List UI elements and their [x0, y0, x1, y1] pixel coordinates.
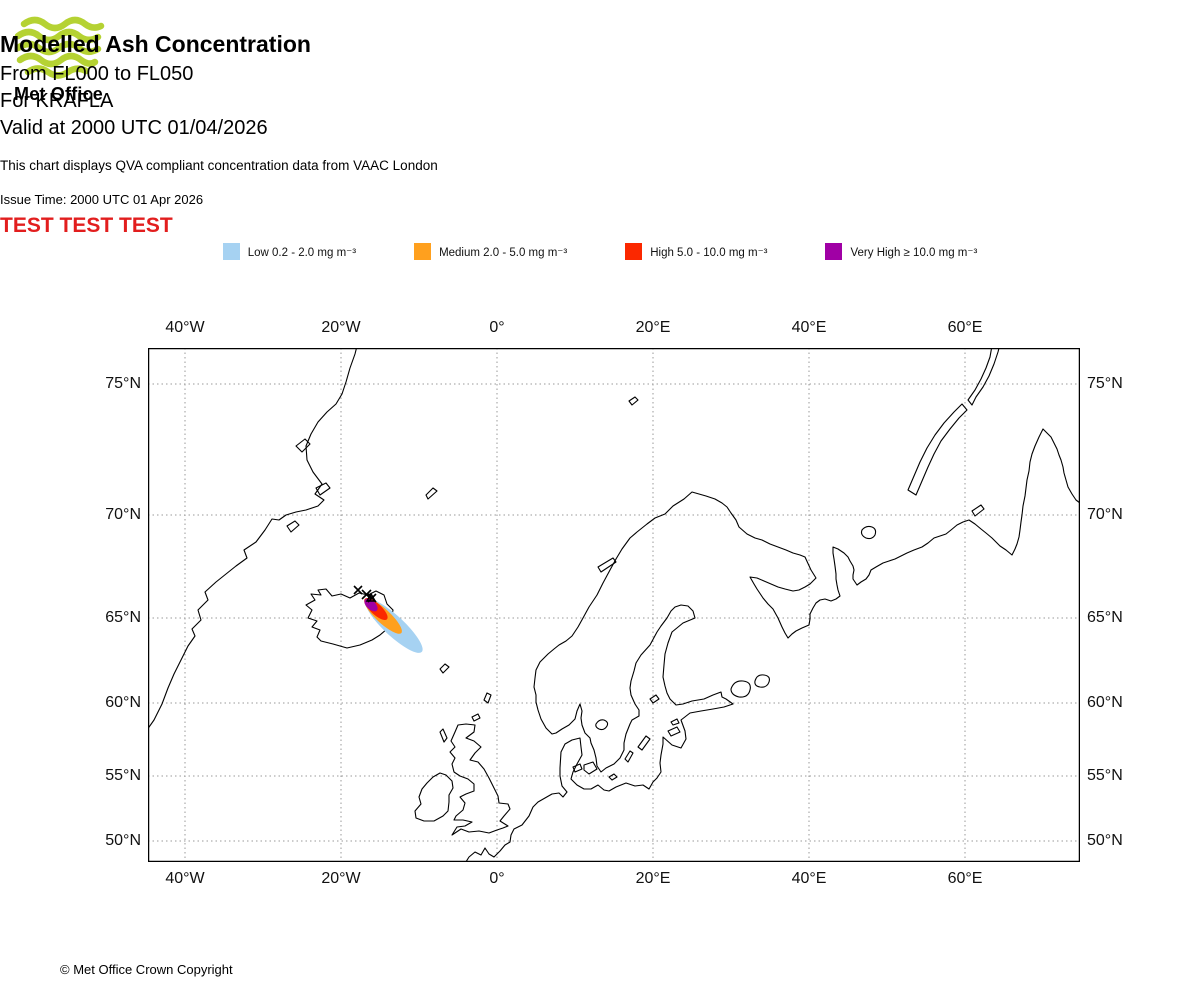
greenland-islands	[286, 438, 331, 533]
ash-plume-very-high	[364, 598, 378, 612]
coastlines	[148, 348, 1080, 862]
lon-tick-label-top: 60°E	[947, 319, 983, 336]
lat-tick-label-right: 50°N	[1087, 832, 1123, 849]
ash-plume	[364, 598, 423, 653]
met-office-logo: Met Office	[14, 16, 124, 105]
lon-tick-label-top: 40°W	[165, 319, 205, 336]
lat-tick-label-left: 60°N	[105, 694, 141, 711]
lat-tick-label-right: 75°N	[1087, 375, 1123, 392]
lofoten-islands	[597, 557, 617, 573]
met-office-waves-icon	[14, 16, 105, 79]
estonian-islands	[667, 718, 681, 737]
legend-item: High 5.0 - 10.0 mg m⁻³	[625, 243, 767, 260]
subtitle-flight-levels: From FL000 to FL050	[0, 63, 194, 85]
aland-islands	[649, 694, 660, 704]
legend-label: High 5.0 - 10.0 mg m⁻³	[650, 246, 768, 259]
lon-tick-label-top: 20°E	[635, 319, 671, 336]
map-frame	[148, 348, 1080, 862]
subtitle-valid-time: Valid at 2000 UTC 01/04/2026	[0, 117, 268, 139]
lon-tick-label-bottom: 40°E	[791, 870, 827, 887]
page-title: Modelled Ash Concentration	[0, 31, 311, 57]
legend-swatch	[625, 243, 643, 260]
lon-tick-label-bottom: 20°W	[321, 870, 361, 887]
lat-tick-label-right: 70°N	[1087, 506, 1123, 523]
danish-islands	[572, 761, 598, 775]
lon-tick-label-top: 20°W	[321, 319, 361, 336]
legend: Low 0.2 - 2.0 mg m⁻³ Medium 2.0 - 5.0 mg …	[0, 243, 1200, 260]
legend-label: Very High ≥ 10.0 mg m⁻³	[850, 246, 978, 259]
lat-tick-label-right: 55°N	[1087, 767, 1123, 784]
orkney-island	[471, 713, 481, 722]
subtitle-volcano: For KRAFLA	[0, 90, 114, 112]
copyright-notice: © Met Office Crown Copyright	[60, 962, 233, 977]
lat-tick-label-left: 55°N	[105, 767, 141, 784]
map	[148, 348, 1080, 862]
map-canvas	[148, 348, 1080, 862]
faroe-islands	[439, 663, 450, 674]
lat-tick-label-left: 50°N	[105, 832, 141, 849]
met-office-wordmark: Met Office	[14, 84, 104, 104]
graticule	[148, 348, 1080, 862]
iceland-coast	[305, 588, 394, 649]
legend-swatch	[414, 243, 432, 260]
kolguyev-island	[860, 525, 877, 540]
great-britain-coast	[449, 723, 511, 836]
lat-tick-label-right: 65°N	[1087, 609, 1123, 626]
legend-item: Very High ≥ 10.0 mg m⁻³	[825, 243, 977, 260]
lakes	[595, 674, 770, 731]
continental-europe-coast	[465, 428, 1080, 862]
volcano-source-markers	[353, 585, 377, 603]
gotland-island	[637, 735, 651, 751]
lon-tick-label-bottom: 60°E	[947, 870, 983, 887]
oland-island	[624, 750, 634, 763]
qva-description: This chart displays QVA compliant concen…	[0, 158, 438, 173]
test-banner: TEST TEST TEST	[0, 214, 173, 237]
lon-tick-label-bottom: 20°E	[635, 870, 671, 887]
lon-tick-label-top: 40°E	[791, 319, 827, 336]
issue-time: Issue Time: 2000 UTC 01 Apr 2026	[0, 192, 204, 207]
ireland-coast	[414, 772, 454, 822]
bear-island	[628, 396, 639, 406]
novaya-zemlya-south	[907, 403, 968, 496]
lat-tick-label-left: 75°N	[105, 375, 141, 392]
lat-tick-label-right: 60°N	[1087, 694, 1123, 711]
lat-tick-label-left: 65°N	[105, 609, 141, 626]
hebrides-island	[439, 728, 448, 743]
legend-label: Medium 2.0 - 5.0 mg m⁻³	[439, 246, 568, 259]
bornholm-island	[608, 773, 618, 781]
jan-mayen-island	[425, 487, 438, 500]
greenland-coast	[148, 348, 358, 730]
novaya-zemlya-north	[967, 348, 1000, 406]
legend-item: Medium 2.0 - 5.0 mg m⁻³	[414, 243, 567, 260]
legend-swatch	[222, 243, 240, 260]
shetland-island	[483, 692, 492, 704]
lat-tick-label-left: 70°N	[105, 506, 141, 523]
lon-tick-label-bottom: 0°	[489, 870, 505, 887]
lon-tick-label-top: 0°	[489, 319, 505, 336]
legend-item: Low 0.2 - 2.0 mg m⁻³	[222, 243, 357, 260]
lon-tick-label-bottom: 40°W	[165, 870, 205, 887]
legend-swatch	[825, 243, 843, 260]
legend-label: Low 0.2 - 2.0 mg m⁻³	[247, 246, 357, 259]
vaygach-island	[971, 504, 985, 517]
